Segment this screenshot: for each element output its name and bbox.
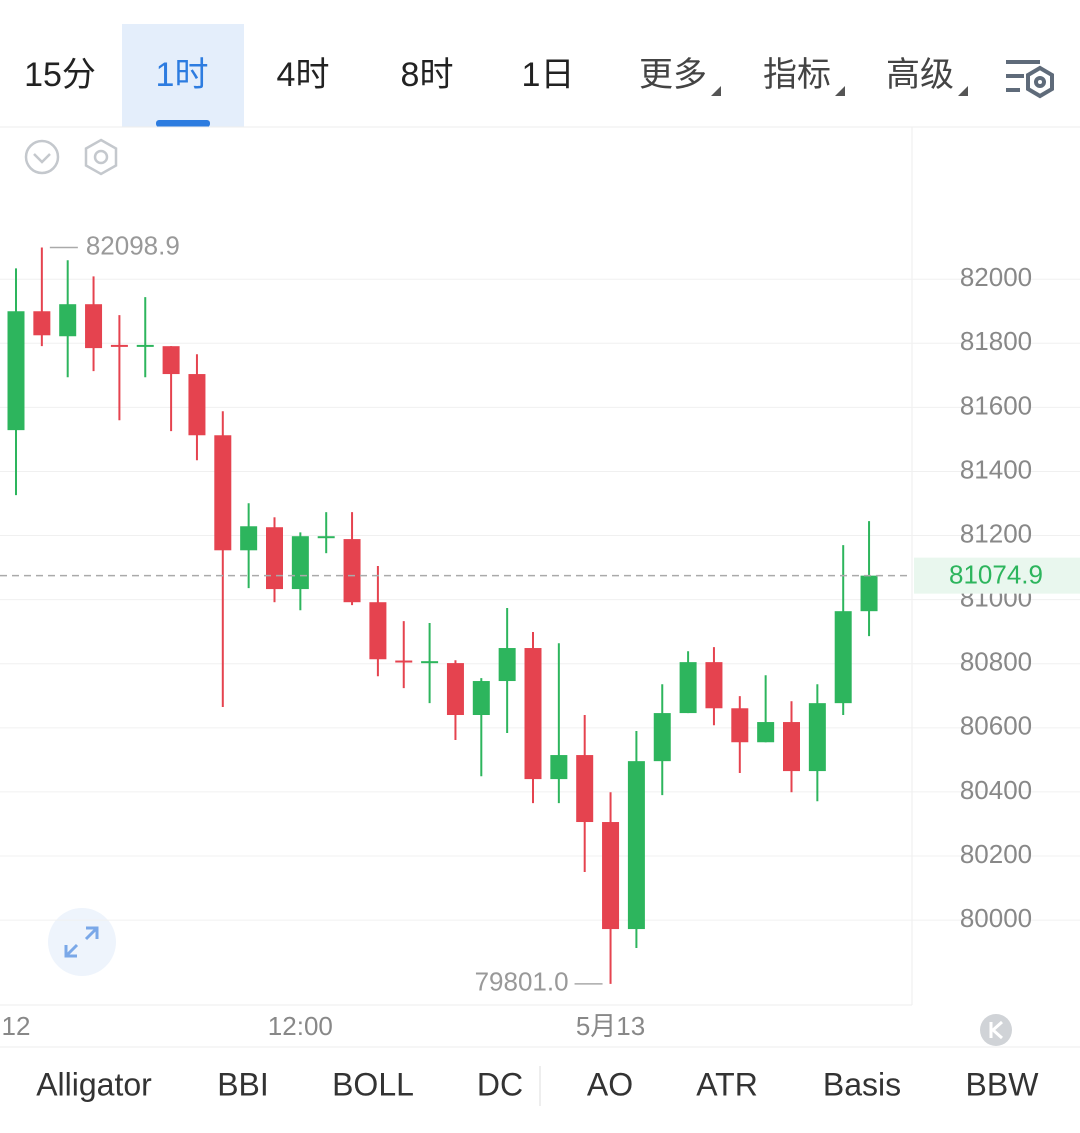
indicator-tab[interactable]: BBW	[966, 1066, 1040, 1102]
last-price-bg	[914, 557, 1080, 594]
candle-body	[783, 722, 800, 772]
candle-body	[498, 648, 516, 682]
candle-body	[110, 344, 128, 347]
y-tick-label: 80200	[960, 839, 1032, 869]
candle-body	[834, 611, 852, 704]
candle-body	[421, 661, 439, 664]
y-tick-label: 80000	[960, 903, 1032, 933]
timeframe-tab[interactable]: 15分	[24, 56, 96, 94]
annotation-label: 79801.0	[475, 967, 569, 997]
y-tick-label: 81400	[960, 454, 1032, 484]
timeframe-tab[interactable]: 8时	[401, 56, 454, 94]
candle-body	[266, 527, 283, 590]
indicator-tab[interactable]: Basis	[823, 1066, 901, 1102]
candle-body	[679, 662, 697, 714]
candle-body	[653, 713, 671, 762]
candle-body	[705, 662, 723, 709]
y-tick-label: 82000	[960, 262, 1032, 292]
candle-body	[860, 575, 878, 612]
y-tick-label: 81800	[960, 326, 1032, 356]
indicator-tab[interactable]: Alligator	[36, 1066, 152, 1102]
candle-body	[162, 346, 180, 375]
candle-body	[317, 536, 335, 539]
x-tick-label: 12	[2, 1011, 31, 1041]
fullscreen-button[interactable]	[48, 908, 116, 976]
x-tick-label: 12:00	[268, 1011, 333, 1041]
x-tick-label: 5月13	[576, 1011, 645, 1041]
candle-body	[446, 663, 464, 716]
timeframe-tab[interactable]: 4时	[277, 56, 330, 94]
settings-icon[interactable]	[1006, 60, 1054, 99]
candle-body	[395, 660, 413, 663]
active-tab-bg	[122, 24, 244, 127]
y-tick-label: 81600	[960, 390, 1032, 420]
candle-body	[524, 648, 542, 780]
y-tick-label: 81200	[960, 518, 1032, 548]
candle-body	[576, 755, 594, 823]
candle-body	[472, 681, 490, 716]
candle-body	[188, 374, 206, 436]
collapse-icon[interactable]	[24, 139, 60, 175]
candle-body	[757, 722, 775, 743]
candle-body	[291, 536, 309, 590]
indicator-tab[interactable]: AO	[587, 1066, 633, 1102]
y-tick-label: 80800	[960, 647, 1032, 677]
candle-body	[85, 304, 103, 349]
menu-tab[interactable]: 指标	[763, 56, 831, 94]
indicator-tab[interactable]: DC	[477, 1066, 523, 1102]
dropdown-triangle	[958, 86, 968, 96]
candle-body	[731, 708, 749, 743]
candle-body	[7, 311, 25, 431]
candle-body	[627, 761, 645, 930]
dropdown-triangle	[711, 86, 721, 96]
y-tick-label: 80600	[960, 711, 1032, 741]
menu-tab[interactable]: 高级	[886, 56, 954, 94]
dropdown-triangle	[835, 86, 845, 96]
menu-tab[interactable]: 更多	[639, 56, 707, 94]
chart-settings-icon[interactable]	[84, 138, 118, 176]
timeframe-tab[interactable]: 1日	[522, 56, 575, 94]
candle-body	[550, 755, 568, 780]
active-tab-underline	[156, 120, 210, 127]
candle-body	[240, 526, 258, 551]
timeframe-tab[interactable]: 1时	[156, 56, 209, 94]
indicator-tab[interactable]: BBI	[217, 1066, 269, 1102]
candle-body	[136, 344, 154, 347]
candle-body	[214, 435, 232, 551]
scroll-latest-button[interactable]	[980, 1014, 1012, 1046]
candle-body	[59, 304, 77, 337]
indicator-tab[interactable]: BOLL	[332, 1066, 414, 1102]
candle-body	[343, 539, 361, 603]
candle-body	[602, 822, 620, 930]
last-price-label: 81074.9	[949, 560, 1043, 590]
candle-body	[808, 703, 826, 772]
indicator-tab[interactable]: ATR	[696, 1066, 758, 1102]
candle-body	[369, 602, 387, 660]
candle-body	[33, 311, 51, 336]
annotation-label: 82098.9	[86, 230, 180, 260]
y-tick-label: 80400	[960, 775, 1032, 805]
